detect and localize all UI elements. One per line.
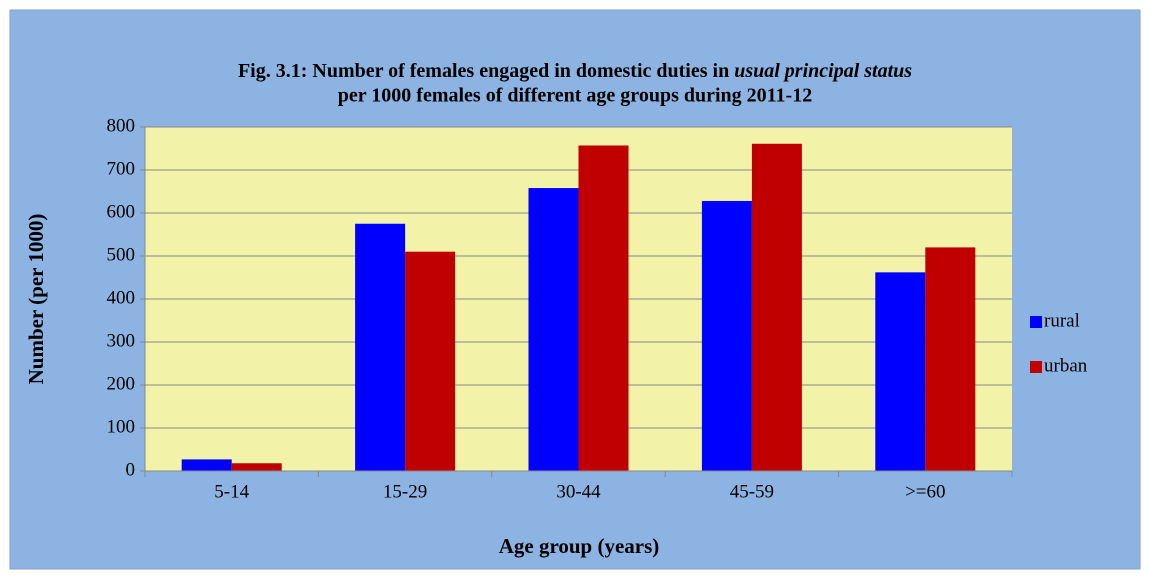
y-tick-label: 700	[107, 158, 136, 179]
bar	[231, 463, 282, 471]
y-tick-label: 0	[126, 459, 136, 480]
x-tick-label: 15-29	[383, 481, 427, 502]
y-tick-label: 400	[107, 287, 136, 308]
bar	[405, 251, 456, 471]
chart-title: per 1000 females of different age groups…	[338, 85, 812, 107]
bar	[701, 200, 752, 471]
bar	[925, 247, 976, 471]
chart-title: Fig. 3.1: Number of females engaged in d…	[238, 60, 912, 82]
bar	[578, 145, 629, 472]
y-tick-label: 800	[107, 115, 136, 136]
title-part: Fig. 3.1: Number of females engaged in d…	[238, 60, 729, 82]
bar	[355, 223, 406, 471]
bar	[751, 143, 802, 471]
y-tick-label: 500	[107, 244, 136, 265]
x-tick-label: 45-59	[730, 481, 774, 502]
x-tick-label: 30-44	[556, 481, 601, 502]
x-axis-title: Age group (years)	[499, 534, 660, 558]
bar	[528, 188, 579, 471]
y-tick-label: 600	[107, 201, 136, 222]
legend-swatch	[1030, 361, 1042, 373]
x-tick-label: 5-14	[214, 481, 249, 502]
y-tick-label: 100	[107, 416, 136, 437]
title-part: usual principal status	[734, 60, 912, 82]
y-axis-title: Number (per 1000)	[24, 214, 48, 385]
legend-swatch	[1030, 316, 1042, 328]
y-tick-label: 300	[107, 330, 136, 351]
bar	[181, 459, 232, 471]
x-tick-label: >=60	[905, 481, 945, 502]
legend-label: rural	[1044, 310, 1080, 331]
y-tick-label: 200	[107, 373, 136, 394]
bar	[875, 272, 926, 471]
legend-label: urban	[1044, 355, 1088, 376]
